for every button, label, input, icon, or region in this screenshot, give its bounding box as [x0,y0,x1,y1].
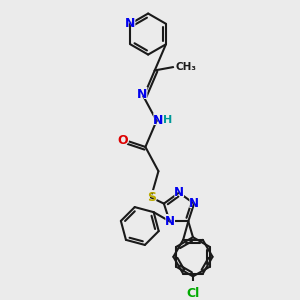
Text: H: H [163,115,172,125]
Text: N: N [165,215,175,228]
Text: N: N [153,114,164,127]
Text: S: S [147,191,156,204]
Text: N: N [125,17,136,30]
Text: N: N [135,87,148,102]
Text: N: N [173,185,185,200]
Text: N: N [124,16,137,31]
Text: N: N [189,197,199,210]
Text: CH₃: CH₃ [175,62,196,72]
Text: N: N [174,186,184,199]
Text: N: N [152,113,165,128]
Text: N: N [188,196,200,211]
Text: S: S [146,190,158,205]
Text: N: N [136,88,147,101]
Text: O: O [118,134,128,147]
Text: Cl: Cl [186,287,200,300]
Text: CH₃: CH₃ [172,60,199,73]
Text: N: N [164,214,176,229]
Text: Cl: Cl [185,286,201,300]
Text: O: O [116,133,130,148]
